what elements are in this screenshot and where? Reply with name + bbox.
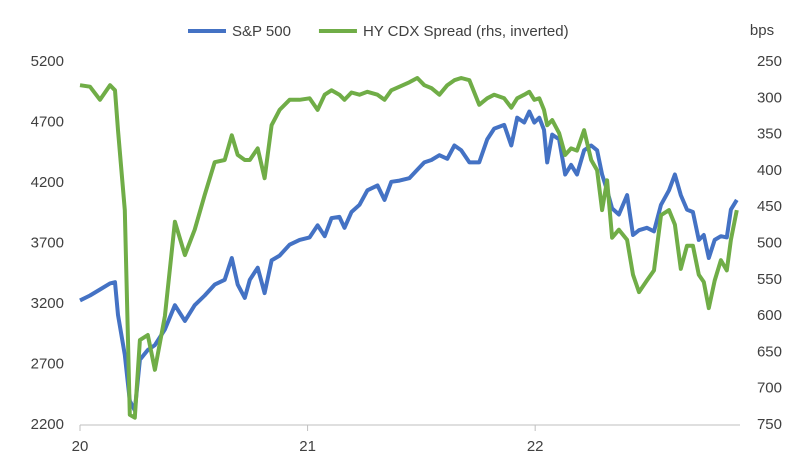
y2-tick-label: 650 [757, 343, 782, 360]
x-tick-label: 22 [527, 438, 544, 455]
x-tick-label: 20 [72, 438, 89, 455]
y2-tick-label: 350 [757, 126, 782, 143]
y-tick-label: 4700 [31, 113, 64, 130]
y-tick-label: 5200 [31, 53, 64, 70]
y2-tick-label: 250 [757, 53, 782, 70]
y2-axis-label: bps [750, 22, 774, 39]
y-tick-label: 3700 [31, 234, 64, 251]
y-tick-label: 4200 [31, 174, 64, 191]
series-line [79, 76, 739, 420]
y2-tick-label: 700 [757, 380, 782, 397]
y2-tick-label: 550 [757, 271, 782, 288]
y2-tick-label: 400 [757, 162, 782, 179]
y-tick-label: 2700 [31, 355, 64, 372]
y2-tick-label: 450 [757, 198, 782, 215]
legend-label: HY CDX Spread (rhs, inverted) [363, 23, 569, 40]
y2-tick-label: 300 [757, 89, 782, 106]
x-tick-label: 21 [299, 438, 316, 455]
legend-label: S&P 500 [232, 23, 291, 40]
y2-tick-label: 600 [757, 307, 782, 324]
series-line [79, 109, 739, 413]
y2-tick-label: 500 [757, 234, 782, 251]
y-tick-label: 2200 [31, 416, 64, 433]
y2-tick-label: 750 [757, 416, 782, 433]
y-tick-label: 3200 [31, 295, 64, 312]
